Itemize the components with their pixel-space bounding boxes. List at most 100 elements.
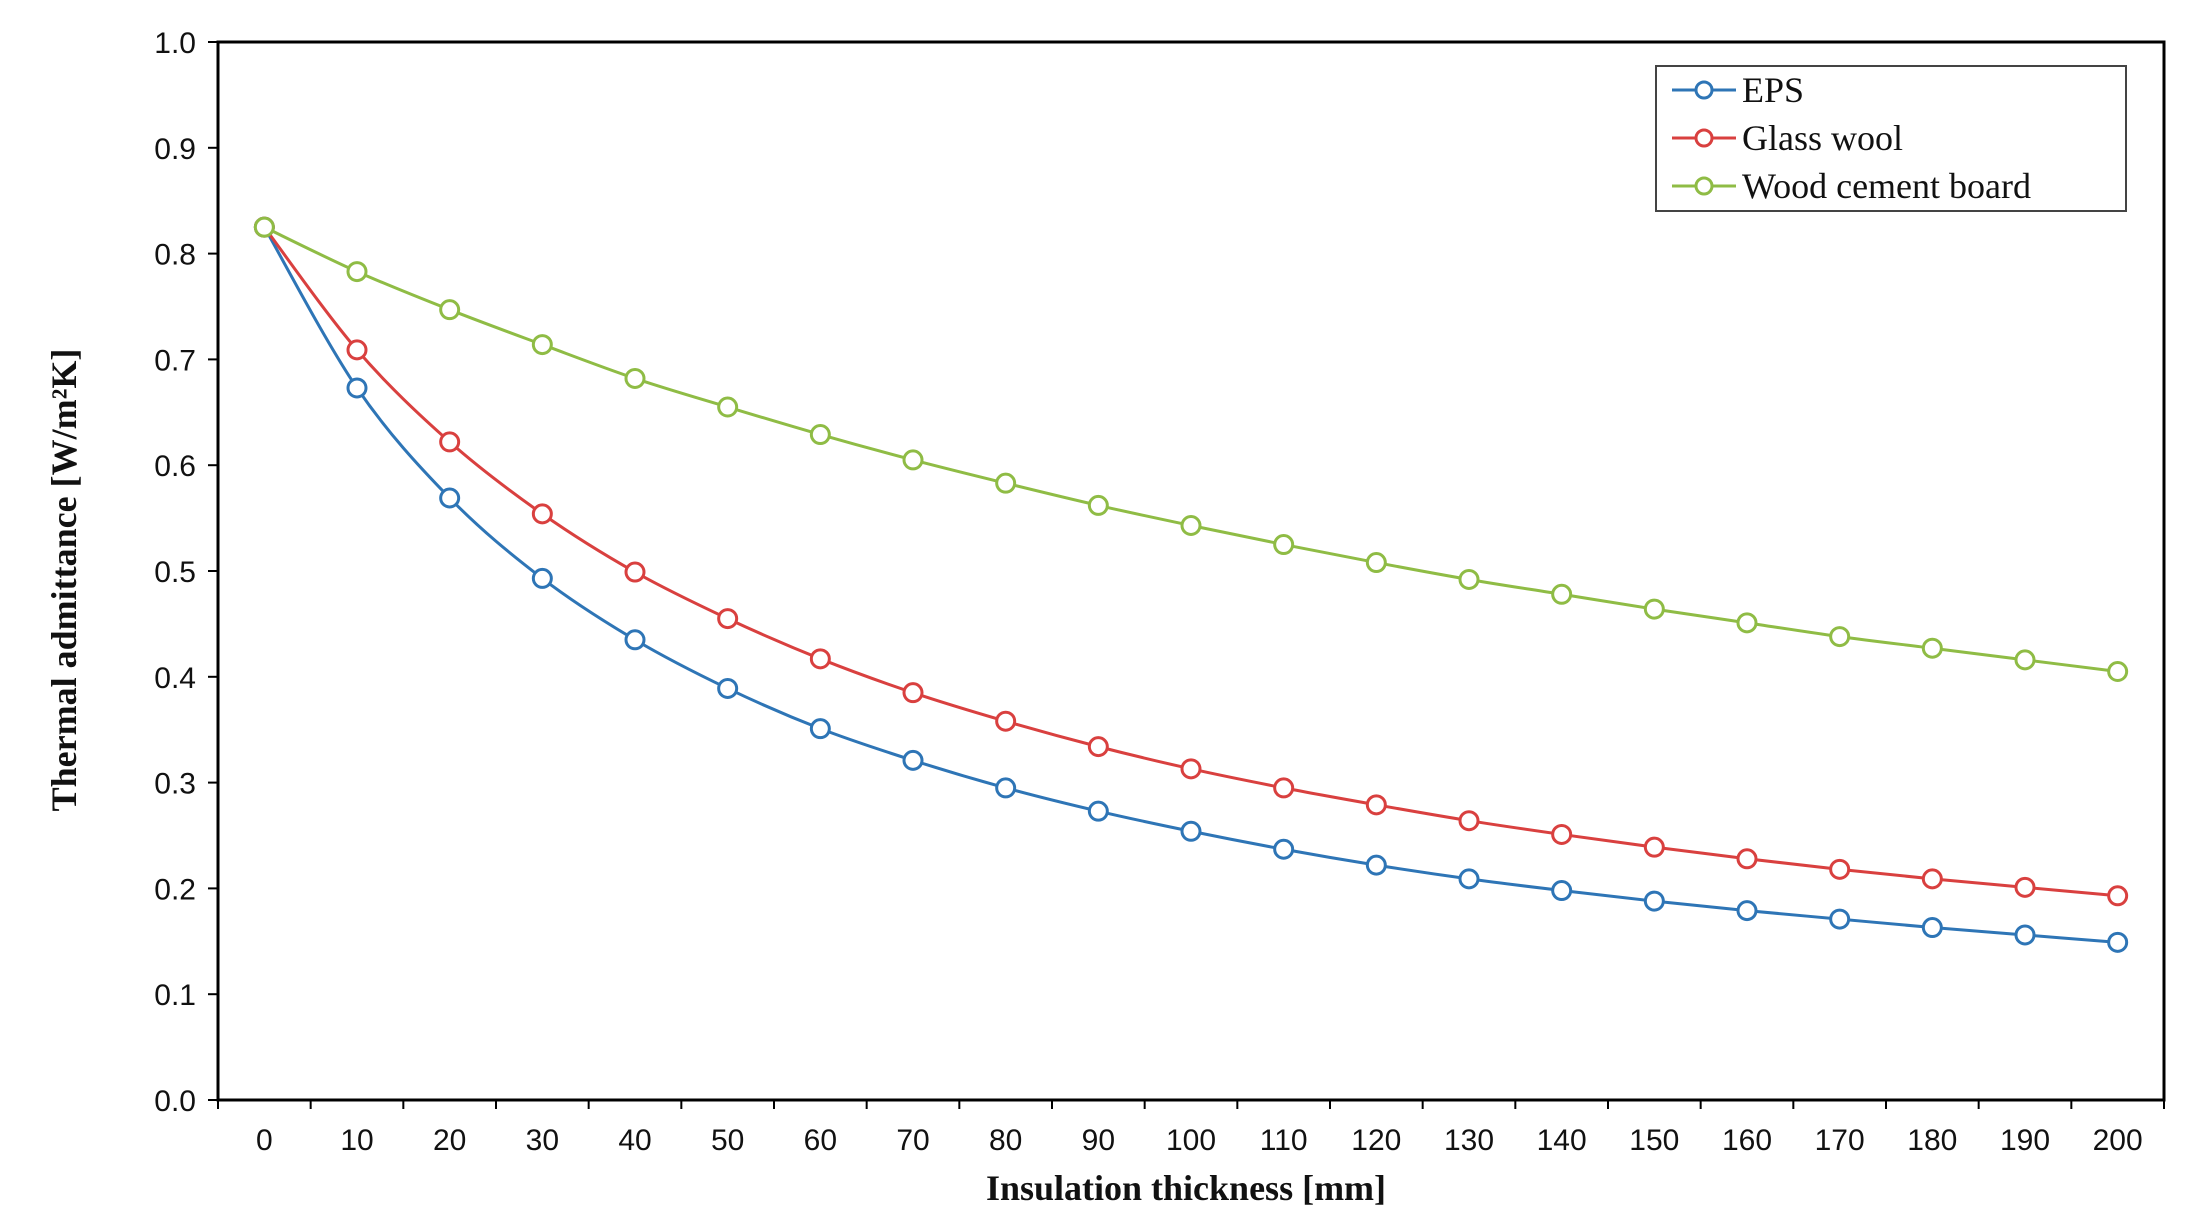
y-tick-label: 0.4 — [154, 662, 196, 695]
x-tick-label: 0 — [256, 1124, 273, 1157]
data-point — [1551, 583, 1573, 605]
data-point — [2107, 885, 2129, 907]
data-point — [1921, 868, 1943, 890]
x-tick-label: 30 — [526, 1124, 559, 1157]
legend-item: EPS — [1672, 70, 1804, 110]
x-tick-label: 70 — [896, 1124, 929, 1157]
data-point — [1736, 848, 1758, 870]
x-tick-label: 40 — [618, 1124, 651, 1157]
legend-item: Glass wool — [1672, 118, 1903, 158]
data-point — [1087, 800, 1109, 822]
x-tick-label: 200 — [2093, 1124, 2143, 1157]
x-tick-label: 10 — [340, 1124, 373, 1157]
x-tick-label: 50 — [711, 1124, 744, 1157]
data-point — [531, 567, 553, 589]
y-tick-label: 0.1 — [154, 979, 196, 1012]
data-point — [1921, 637, 1943, 659]
data-point — [2107, 931, 2129, 953]
data-point — [1365, 854, 1387, 876]
x-tick-label: 130 — [1444, 1124, 1494, 1157]
data-point — [531, 503, 553, 525]
data-point — [995, 777, 1017, 799]
data-point — [624, 629, 646, 651]
data-point — [1180, 820, 1202, 842]
data-point — [439, 431, 461, 453]
y-axis: 0.0 0.1 0.2 0.3 0.4 0.5 0.6 0.7 0.8 0.9 1.0 — [154, 27, 218, 1118]
legend-label: Wood cement board — [1742, 166, 2031, 206]
data-point — [1180, 758, 1202, 780]
y-tick-label: 0.5 — [154, 556, 196, 589]
data-point — [1829, 626, 1851, 648]
data-point — [1458, 568, 1480, 590]
legend-item: Wood cement board — [1672, 166, 2031, 206]
data-point — [439, 487, 461, 509]
data-point — [1365, 794, 1387, 816]
data-point — [2014, 649, 2036, 671]
data-point — [346, 339, 368, 361]
data-point — [809, 718, 831, 740]
data-point — [439, 299, 461, 321]
data-point — [346, 377, 368, 399]
data-point — [902, 449, 924, 471]
data-point — [717, 396, 739, 418]
data-point — [624, 367, 646, 389]
data-point — [253, 216, 275, 238]
data-point — [1829, 908, 1851, 930]
series-layer — [253, 216, 2129, 953]
data-point — [1643, 836, 1665, 858]
y-tick-label: 0.6 — [154, 450, 196, 483]
legend-marker — [1694, 128, 1714, 148]
x-tick-label: 110 — [1260, 1124, 1308, 1157]
y-tick-label: 0.2 — [154, 873, 196, 906]
data-point — [1643, 890, 1665, 912]
y-tick-label: 0.7 — [154, 344, 196, 377]
data-point — [1551, 823, 1573, 845]
data-point — [1273, 777, 1295, 799]
series-wood-cement-board — [253, 216, 2129, 683]
y-tick-label: 0.3 — [154, 768, 196, 801]
y-axis-title: Thermal admittance [W/m²K] — [44, 349, 84, 812]
data-point — [1829, 858, 1851, 880]
y-tick-label: 0.0 — [154, 1085, 196, 1118]
data-point — [1458, 810, 1480, 832]
data-point — [1551, 880, 1573, 902]
data-point — [995, 472, 1017, 494]
data-point — [2014, 876, 2036, 898]
legend-label: EPS — [1742, 70, 1804, 110]
data-point — [346, 261, 368, 283]
data-point — [1643, 598, 1665, 620]
data-point — [1273, 534, 1295, 556]
y-tick-label: 0.9 — [154, 133, 196, 166]
data-point — [1736, 900, 1758, 922]
x-tick-label: 20 — [433, 1124, 466, 1157]
x-tick-label: 140 — [1537, 1124, 1587, 1157]
data-point — [809, 648, 831, 670]
x-tick-label: 120 — [1351, 1124, 1401, 1157]
x-tick-label: 90 — [1082, 1124, 1115, 1157]
data-point — [902, 749, 924, 771]
x-tick-label: 180 — [1907, 1124, 1957, 1157]
x-tick-label: 80 — [989, 1124, 1022, 1157]
data-point — [2014, 924, 2036, 946]
y-tick-label: 0.8 — [154, 239, 196, 272]
legend: EPS Glass wool Wood cement board — [1655, 65, 2127, 212]
data-point — [2107, 661, 2129, 683]
data-point — [717, 677, 739, 699]
x-tick-label: 60 — [804, 1124, 837, 1157]
data-point — [1458, 868, 1480, 890]
data-point — [902, 682, 924, 704]
data-point — [1180, 515, 1202, 537]
data-point — [1365, 552, 1387, 574]
data-point — [624, 561, 646, 583]
data-point — [1087, 494, 1109, 516]
series-line — [263, 226, 2118, 944]
legend-marker — [1694, 176, 1714, 196]
legend-label: Glass wool — [1742, 118, 1903, 158]
data-point — [1921, 917, 1943, 939]
y-tick-label: 1.0 — [154, 27, 196, 60]
data-point — [531, 334, 553, 356]
x-tick-label: 170 — [1815, 1124, 1865, 1157]
legend-marker — [1694, 80, 1714, 100]
data-point — [995, 710, 1017, 732]
